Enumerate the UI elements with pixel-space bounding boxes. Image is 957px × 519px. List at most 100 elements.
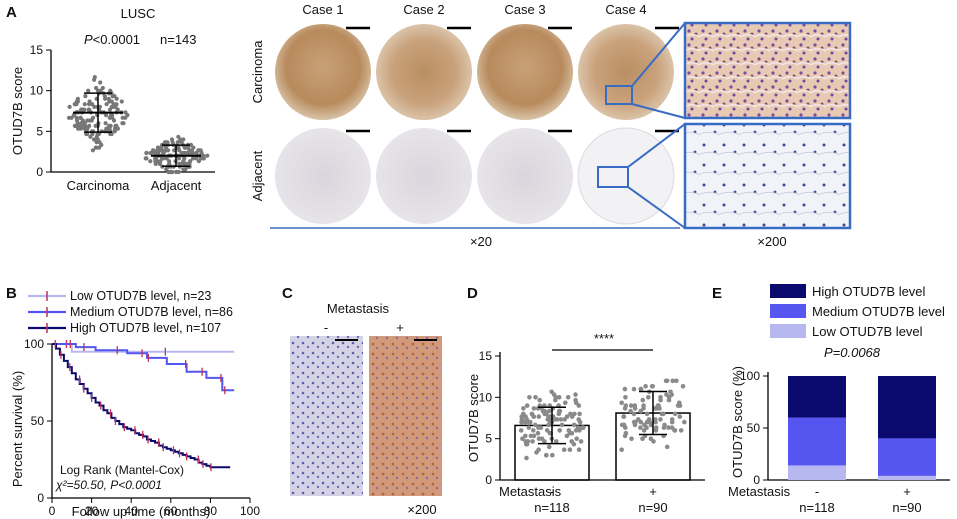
d-point xyxy=(675,403,681,408)
mag-x20: ×20 xyxy=(470,234,492,249)
b-legend-label: High OTUD7B level, n=107 xyxy=(70,321,221,335)
a-point xyxy=(86,107,91,112)
panel-label-c: C xyxy=(282,285,293,302)
d-point xyxy=(647,419,653,425)
a-y-axis-label: OTUD7B score xyxy=(10,67,25,155)
case-label-3: Case 3 xyxy=(504,2,545,17)
e-bar-segment xyxy=(878,438,936,476)
d-point xyxy=(653,417,658,422)
d-point xyxy=(567,447,573,453)
a-point xyxy=(95,137,100,142)
d-point xyxy=(554,439,559,444)
b-y-tick-label: 50 xyxy=(31,414,45,428)
a-point xyxy=(93,145,99,150)
e-legend-label: Medium OTUD7B level xyxy=(812,304,945,319)
d-point xyxy=(651,439,656,444)
a-point xyxy=(106,96,111,101)
d-y-tick-label: 0 xyxy=(485,473,492,487)
a-point xyxy=(67,104,72,109)
d-point xyxy=(564,433,570,439)
d-point xyxy=(646,395,651,400)
a-point xyxy=(92,77,97,82)
d-point xyxy=(632,422,638,428)
zoom-indicators xyxy=(597,22,686,229)
adjacent-core-4 xyxy=(577,127,675,225)
d-point xyxy=(623,395,628,400)
d-point xyxy=(530,439,535,444)
panel-d-bar-plot: 0 5 10 15 OTUD7B score xyxy=(466,349,705,487)
d-point xyxy=(531,406,537,411)
d-point xyxy=(636,417,641,422)
a-point xyxy=(181,167,186,172)
d-point xyxy=(631,411,637,417)
d-point xyxy=(550,452,555,458)
a-point xyxy=(194,156,199,161)
b-x-tick-label: 0 xyxy=(49,504,56,518)
d-point xyxy=(628,403,634,408)
b-legend-label: Low OTUD7B level, n=23 xyxy=(70,289,211,303)
d-point xyxy=(623,425,628,430)
d-point xyxy=(571,441,577,447)
a-x-tick-label: Carcinoma xyxy=(67,178,131,193)
a-point xyxy=(169,137,175,142)
d-point xyxy=(571,422,577,428)
panel-e-xrow-label: Metastasis xyxy=(728,484,791,499)
panel-c-mag: ×200 xyxy=(407,502,436,517)
d-point xyxy=(544,428,550,433)
panel-b-stat-line2: χ²=50.50, P<0.0001 xyxy=(55,478,162,492)
ihc-metastasis-positive xyxy=(369,336,442,496)
d-point xyxy=(523,439,528,444)
a-y-tick-label: 10 xyxy=(30,84,44,98)
panel-c-neg: - xyxy=(324,320,328,335)
a-point xyxy=(196,148,201,153)
d-point xyxy=(658,395,663,400)
d-point xyxy=(622,386,628,392)
a-point xyxy=(87,102,92,107)
a-point xyxy=(148,159,153,164)
d-point xyxy=(622,433,628,439)
carcinoma-core-4 xyxy=(578,24,674,120)
a-point xyxy=(190,150,195,156)
panel-d-pos: + xyxy=(649,484,657,499)
a-point xyxy=(95,88,101,93)
panel-e-n-pos: n=90 xyxy=(892,500,921,515)
d-point xyxy=(556,411,562,417)
d-point xyxy=(536,436,542,442)
case-label-2: Case 2 xyxy=(403,2,444,17)
d-point xyxy=(638,408,643,414)
panel-label-a: A xyxy=(6,4,17,21)
row-label-carcinoma: Carcinoma xyxy=(250,40,265,104)
d-point xyxy=(574,436,579,442)
a-point xyxy=(82,102,87,107)
a-point xyxy=(164,167,169,172)
a-y-tick-label: 5 xyxy=(36,124,43,138)
d-point xyxy=(573,392,578,397)
case-label-4: Case 4 xyxy=(605,2,646,17)
d-point xyxy=(643,384,648,389)
d-point xyxy=(549,389,554,395)
d-point xyxy=(619,400,624,406)
b-x-tick-label: 20 xyxy=(85,504,99,518)
panel-d-significance: **** xyxy=(594,331,614,346)
b-y-tick-label: 100 xyxy=(24,337,44,351)
b-y-tick-label: 0 xyxy=(37,491,44,505)
a-point xyxy=(95,131,100,137)
a-point xyxy=(179,150,184,156)
d-point xyxy=(531,428,536,433)
d-point xyxy=(669,419,675,425)
e-bar-segment xyxy=(788,417,846,466)
panel-d-xrow-label: Metastasis xyxy=(499,484,562,499)
d-point xyxy=(580,425,585,430)
a-point xyxy=(190,156,196,161)
d-point xyxy=(521,411,526,417)
mag-x200: ×200 xyxy=(757,234,786,249)
a-point xyxy=(151,148,156,153)
d-point xyxy=(542,439,547,444)
d-point xyxy=(642,422,647,428)
a-point xyxy=(74,115,79,120)
e-y-tick-label: 50 xyxy=(747,421,761,435)
a-point xyxy=(78,115,83,120)
d-point xyxy=(629,436,634,442)
d-point xyxy=(664,444,670,450)
adjacent-core-3 xyxy=(477,128,573,224)
